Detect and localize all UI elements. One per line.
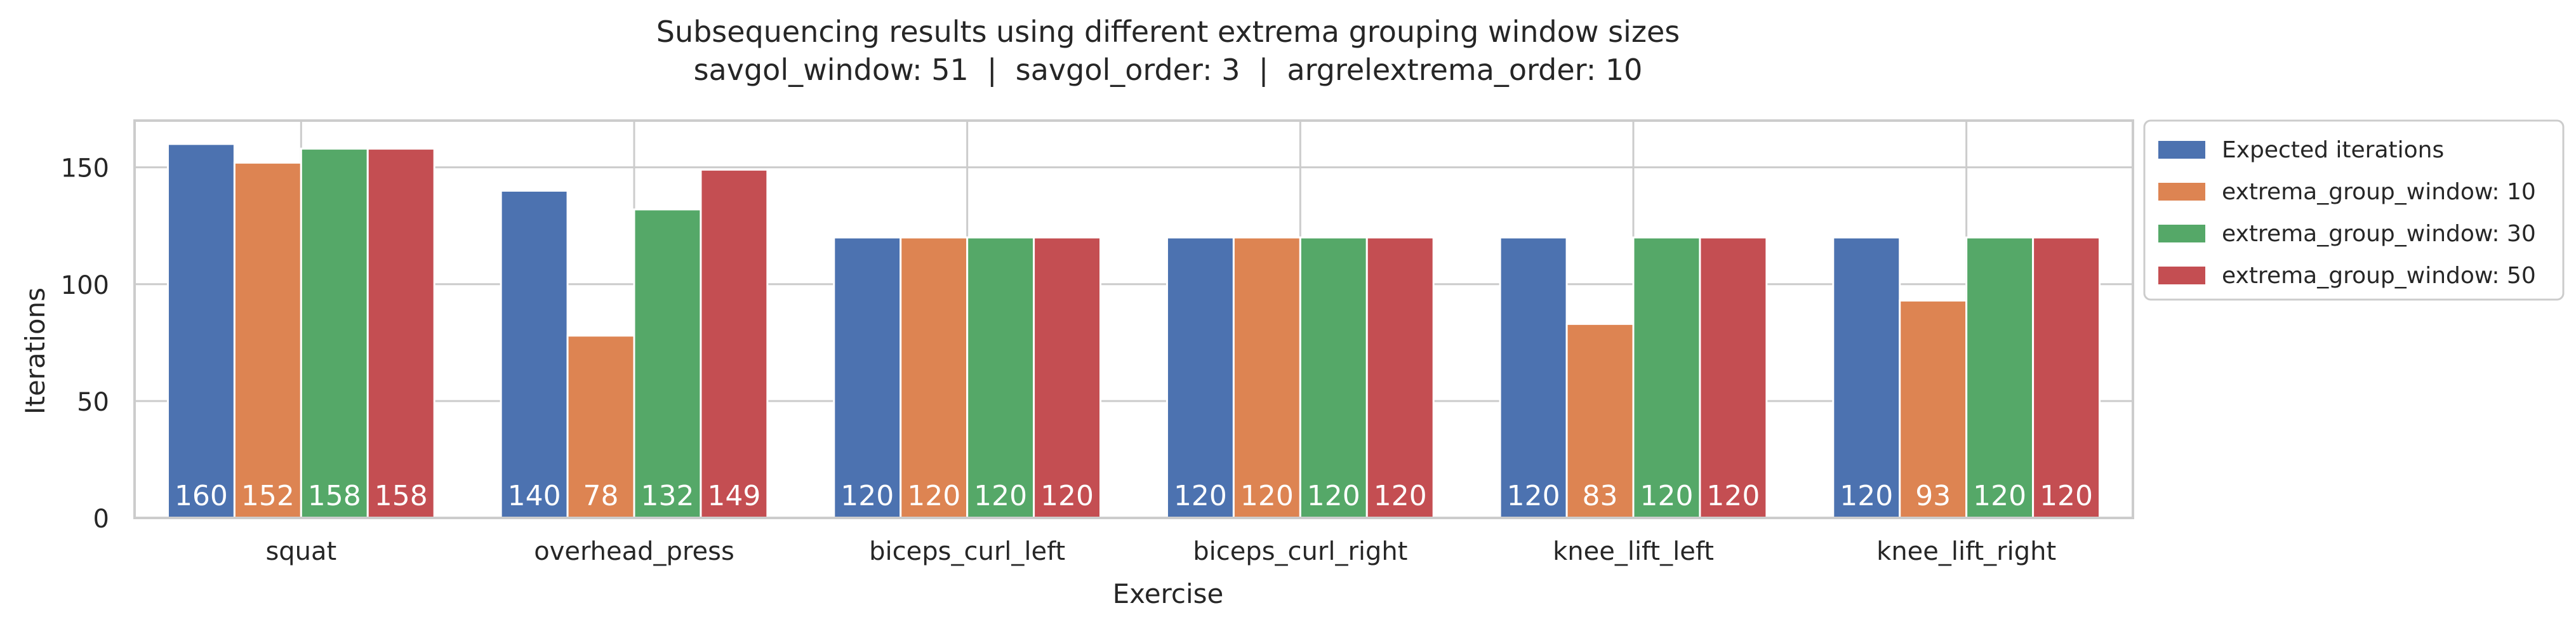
x-tick-label: overhead_press xyxy=(534,537,734,566)
bar xyxy=(833,236,902,519)
x-tick-label: knee_lift_right xyxy=(1876,537,2056,566)
bar-value-label: 120 xyxy=(1374,480,1427,512)
legend-swatch xyxy=(2158,141,2205,159)
y-axis-label: Iterations xyxy=(20,288,51,414)
bar xyxy=(1832,236,1901,519)
bar xyxy=(2032,236,2101,519)
bar-value-label: 149 xyxy=(707,480,760,512)
bar-value-label: 120 xyxy=(907,480,960,512)
bar-value-label: 78 xyxy=(583,480,619,512)
bar-value-label: 83 xyxy=(1583,480,1618,512)
bar xyxy=(700,168,769,519)
bar xyxy=(1365,236,1435,519)
plot-background xyxy=(135,121,2133,518)
x-tick-label: squat xyxy=(265,537,336,566)
legend-box xyxy=(2143,119,2565,301)
bar xyxy=(1232,236,1301,519)
x-tick-label: biceps_curl_right xyxy=(1193,537,1407,566)
bar-value-label: 120 xyxy=(1840,480,1893,512)
bar xyxy=(1699,236,1768,519)
bar xyxy=(1033,236,1102,519)
bar-value-label: 120 xyxy=(1174,480,1227,512)
bar-value-label: 152 xyxy=(241,480,295,512)
legend-entry: extrema_group_window: 10 xyxy=(2222,179,2536,205)
legend-entry: extrema_group_window: 50 xyxy=(2222,263,2536,289)
bar-value-label: 158 xyxy=(375,480,428,512)
bar-value-label: 160 xyxy=(175,480,228,512)
bar xyxy=(300,147,369,519)
bar xyxy=(500,189,569,519)
y-tick-label: 150 xyxy=(61,154,109,183)
x-tick-label: knee_lift_left xyxy=(1553,537,1714,566)
bar-value-label: 140 xyxy=(508,480,561,512)
bar xyxy=(1165,236,1235,519)
bar-value-label: 93 xyxy=(1915,480,1951,512)
y-tick-label: 100 xyxy=(61,271,109,300)
bar xyxy=(233,161,302,519)
bar-value-label: 120 xyxy=(974,480,1027,512)
legend-swatch xyxy=(2158,267,2205,284)
bar xyxy=(633,208,702,519)
bar-value-label: 120 xyxy=(1706,480,1760,512)
bar-value-label: 120 xyxy=(1307,480,1360,512)
bar xyxy=(1499,236,1568,519)
chart-subtitle: savgol_window: 51 | savgol_order: 3 | ar… xyxy=(694,53,1643,88)
bar-value-label: 120 xyxy=(1040,480,1094,512)
legend-entry: extrema_group_window: 30 xyxy=(2222,221,2536,247)
legend-swatch xyxy=(2158,225,2205,242)
bar xyxy=(1965,236,2035,519)
bar xyxy=(966,236,1035,519)
bar-value-label: 158 xyxy=(308,480,361,512)
y-tick-label: 0 xyxy=(93,505,109,534)
legend: Expected iterations extrema_group_window:… xyxy=(2143,119,2565,301)
bar xyxy=(1299,236,1368,519)
plot-frame xyxy=(133,119,2134,519)
bar-value-label: 132 xyxy=(641,480,694,512)
bar xyxy=(900,236,969,519)
bar-value-label: 120 xyxy=(1240,480,1294,512)
x-axis-label: Exercise xyxy=(1113,578,1224,609)
bar xyxy=(1899,300,1968,519)
legend-entry: Expected iterations xyxy=(2222,137,2444,163)
bar xyxy=(366,147,435,519)
x-tick-label: biceps_curl_left xyxy=(869,537,1065,566)
plot-area: 160 140 120 120 120 120 152 78 120 120 83 93 158 132 1… xyxy=(61,119,2134,566)
bar-value-label: 120 xyxy=(1507,480,1560,512)
chart-title: Subsequencing results using different ex… xyxy=(656,15,1680,49)
bar-value-label: 120 xyxy=(2040,480,2093,512)
bar-value-label: 120 xyxy=(840,480,894,512)
bar-value-label: 120 xyxy=(1973,480,2026,512)
bar xyxy=(166,143,236,519)
bar-value-label: 120 xyxy=(1640,480,1693,512)
y-tick-label: 50 xyxy=(77,388,109,417)
bar xyxy=(1632,236,1701,519)
legend-swatch xyxy=(2158,183,2205,201)
